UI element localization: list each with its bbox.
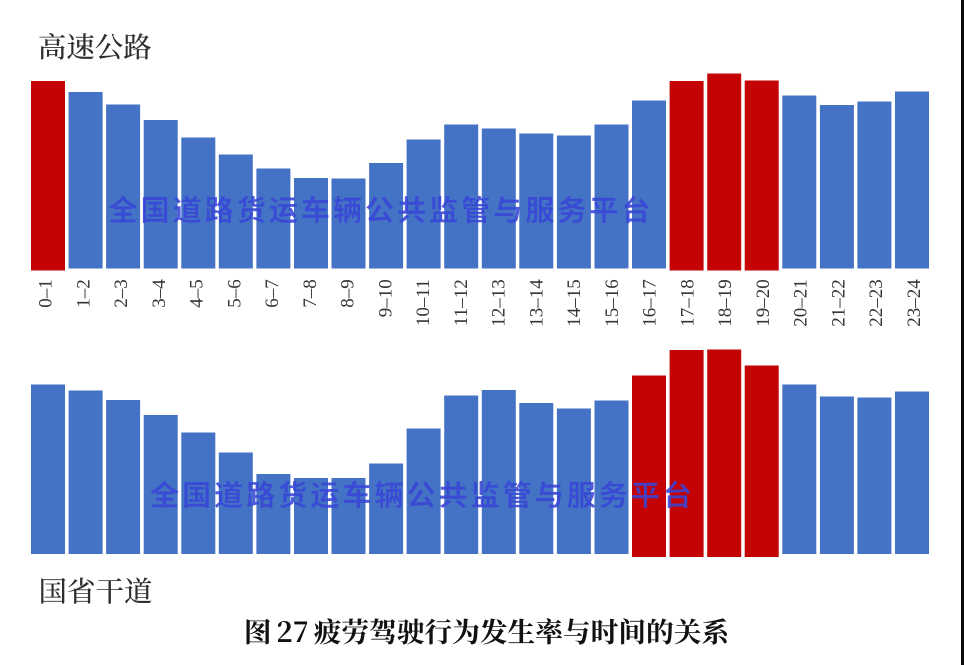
svg-text:6–7: 6–7 — [262, 279, 283, 308]
svg-text:11–12: 11–12 — [451, 279, 472, 326]
svg-text:15–16: 15–16 — [602, 279, 623, 327]
svg-text:21–22: 21–22 — [828, 279, 849, 327]
svg-text:19–20: 19–20 — [753, 279, 774, 327]
svg-text:18–19: 18–19 — [715, 279, 736, 327]
svg-text:1–2: 1–2 — [74, 279, 95, 308]
svg-text:10–11: 10–11 — [413, 279, 434, 326]
svg-text:16–17: 16–17 — [640, 279, 661, 327]
svg-text:23–24: 23–24 — [904, 279, 925, 327]
svg-text:3–4: 3–4 — [149, 279, 170, 308]
svg-text:14–15: 14–15 — [564, 279, 585, 327]
svg-text:5–6: 5–6 — [225, 279, 246, 308]
svg-text:13–14: 13–14 — [526, 279, 547, 327]
svg-text:2–3: 2–3 — [111, 279, 132, 308]
svg-text:12–13: 12–13 — [489, 279, 510, 327]
svg-text:7–8: 7–8 — [300, 279, 321, 308]
svg-text:0–1: 0–1 — [36, 279, 57, 308]
svg-text:22–23: 22–23 — [866, 279, 887, 327]
svg-text:9–10: 9–10 — [375, 279, 396, 317]
svg-text:4–5: 4–5 — [187, 279, 208, 308]
svg-text:20–21: 20–21 — [791, 279, 812, 327]
svg-text:17–18: 17–18 — [677, 279, 698, 327]
svg-text:8–9: 8–9 — [338, 279, 359, 308]
